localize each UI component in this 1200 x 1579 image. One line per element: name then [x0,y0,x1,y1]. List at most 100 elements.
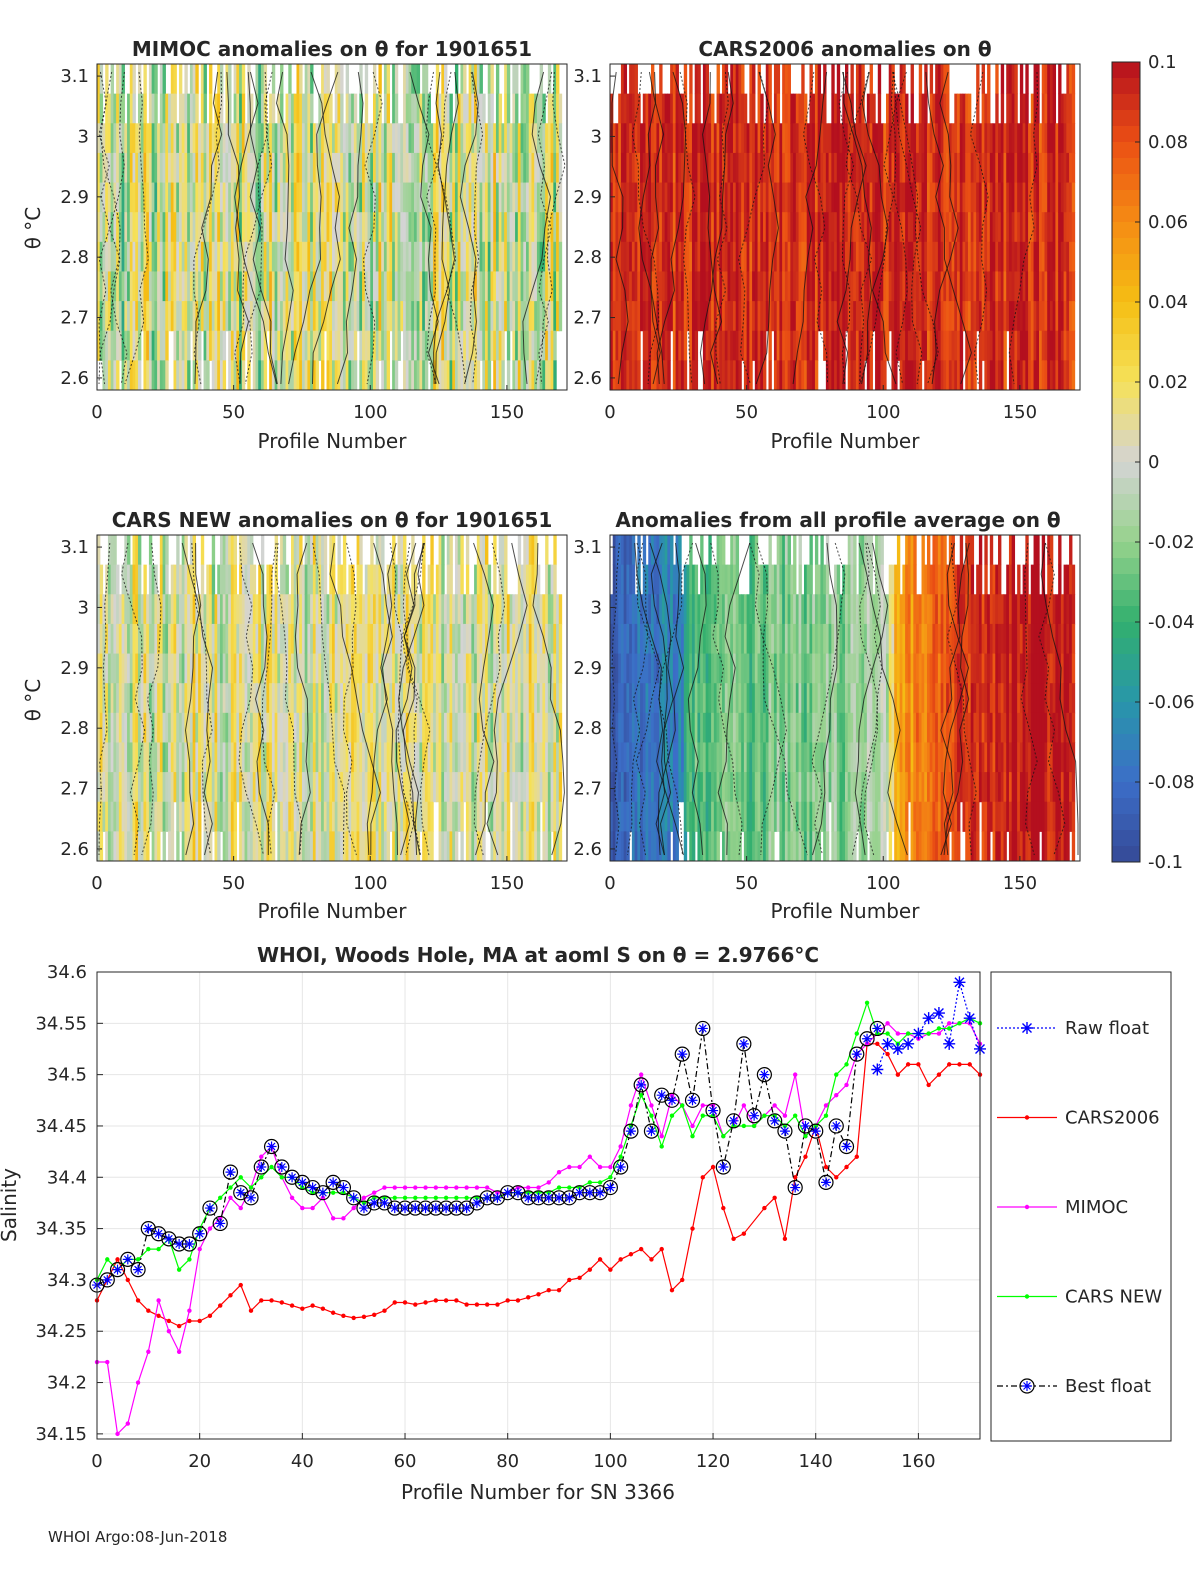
heatmap-cell [635,64,638,94]
heatmap-cell [171,831,174,861]
heatmap-cell [752,64,755,94]
heatmap-cell [299,64,302,94]
x-tick-label: 50 [222,402,245,423]
heatmap-cell [209,94,212,124]
heatmap-cell [176,831,179,861]
heatmap-cell [878,64,881,94]
x-tick-label: 0 [604,402,615,423]
heatmap-cell [717,64,720,94]
heatmap-cell [395,64,398,94]
heatmap-cell [493,565,496,595]
heatmap-cell [1025,64,1028,94]
heatmap-cell [1020,64,1023,94]
heatmap-cell [515,64,518,94]
heatmap-cell [425,360,428,390]
heatmap-cell [768,94,771,124]
heatmap-cell [987,64,990,94]
heatmap-cell [559,94,562,124]
heatmap-cell [111,64,114,94]
heatmap-cell [198,331,201,361]
heatmap-cell [624,64,627,94]
heatmap-cell [725,64,728,94]
heatmap-cell [113,535,116,565]
heatmap-cell [695,331,698,361]
heatmap-cell [870,64,873,94]
heatmap-cell [324,565,327,595]
heatmap-cell [154,64,157,94]
x-tick-label: 100 [353,402,387,423]
heatmap-cell [507,64,510,94]
heatmap-cell [815,331,818,361]
heatmap-cell [165,331,168,361]
heatmap-cell [154,565,157,595]
heatmap-cell [559,301,562,331]
heatmap-cell [741,64,744,94]
heatmap-cell [247,331,250,361]
heatmap-cell [711,94,714,124]
heatmap-cell [477,360,480,390]
heatmap-cell [659,64,662,94]
x-tick-label: 150 [490,402,524,423]
heatmap-cell [228,64,231,94]
heatmap-cell [1014,64,1017,94]
y-tick-label: 3 [78,126,89,147]
heatmap-cell [777,94,780,124]
heatmap-cell [1053,64,1056,94]
heatmap-cell [370,535,373,565]
heatmap-cell [417,64,420,94]
heatmap-cell [133,94,136,124]
heatmap-cell [234,565,237,595]
heatmap-cell [450,94,453,124]
heatmap-cell [689,94,692,124]
heatmap-cell [242,94,245,124]
heatmap-cell [919,64,922,94]
heatmap-cell [982,64,985,94]
heatmap-cell [354,331,357,361]
heatmap-cell [976,94,979,124]
heatmap-cell [684,64,687,94]
y-tick-label: 2.9 [573,187,602,208]
heatmap-cell [466,535,469,565]
heatmap-cell [387,360,390,390]
cars2006-xlabel: Profile Number [771,429,921,453]
heatmap-cell [212,565,215,595]
heatmap-cell [507,331,510,361]
heatmap-cell [1072,212,1075,242]
heatmap-cell [387,94,390,124]
heatmap-cell [667,360,670,390]
heatmap-cell [157,831,160,861]
y-tick-label: 2.6 [60,368,89,389]
heatmap-cell [861,64,864,94]
heatmap-cell [316,360,319,390]
heatmap-cell [149,535,152,565]
heatmap-cell [283,535,286,565]
heatmap-cell [1014,94,1017,124]
heatmap-cell [174,94,177,124]
heatmap-cell [378,94,381,124]
heatmap-cell [924,94,927,124]
heatmap-cell [234,535,237,565]
heatmap-cell [387,64,390,94]
heatmap-cell [559,183,562,213]
heatmap-cell [689,64,692,94]
heatmap-cell [559,242,562,272]
heatmap-cell [223,360,226,390]
y-tick-label: 2.7 [573,308,602,329]
heatmap-cell [482,831,485,861]
heatmap-cell [493,535,496,565]
heatmap-cell [1058,64,1061,94]
heatmap-cell [1072,271,1075,301]
heatmap-cell [234,802,237,832]
heatmap-cell [204,94,207,124]
heatmap-cell [206,360,209,390]
heatmap-cell [637,360,640,390]
cars2006-title: CARS2006 anomalies on θ [698,37,991,61]
heatmap-cell [138,535,141,565]
heatmap-cell [485,535,488,565]
heatmap-cell [911,94,914,124]
heatmap-cell [171,802,174,832]
heatmap-cell [801,64,804,94]
heatmap-cell [430,565,433,595]
